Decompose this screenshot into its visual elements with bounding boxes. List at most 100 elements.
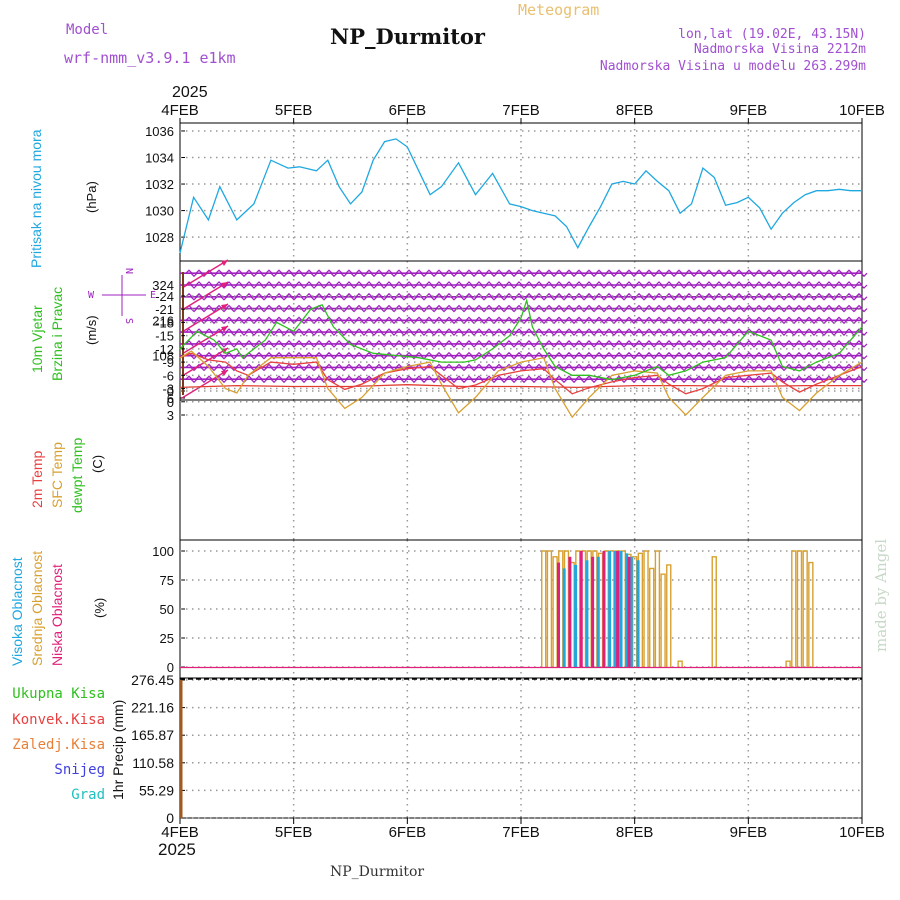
precip-panel: 276.45 221.16 165.87 110.58 55.29 0 — [131, 672, 862, 826]
cloud-unit: (%) — [92, 598, 107, 618]
legend-label: Konvek.Kisa — [12, 712, 105, 728]
temp-ylabel-1: 2m Temp — [29, 450, 45, 508]
wind-barb-head — [221, 370, 228, 376]
precip-legend: Ukupna Kisa Konvek.Kisa Zaledj.Kisa Snijeg G… — [12, 686, 105, 803]
pressure-unit: (hPa) — [84, 181, 99, 213]
compass-w: W — [88, 290, 95, 301]
model-name: wrf-nmm_v3.9.1 e1km — [64, 49, 236, 67]
pressure-panel: 1036 1034 1032 1030 1028 — [145, 124, 862, 254]
cloud-bar — [568, 556, 572, 667]
cloud-bar — [625, 553, 629, 667]
panel-frame — [179, 677, 863, 819]
ytick-label: -18 — [155, 315, 174, 330]
top-tick-label: 10FEB — [839, 102, 885, 119]
precip-ylabel: 1hr Precip (mm) — [110, 700, 126, 800]
wind-barb — [181, 259, 229, 289]
cloud-bar — [627, 556, 631, 667]
cloud-bar — [546, 550, 553, 667]
cloud-bar — [579, 551, 583, 667]
cloud-bar — [585, 560, 589, 667]
model-altitude-label: Nadmorska Visina u modelu 263.299m — [600, 59, 866, 74]
wind-barb-head — [221, 282, 228, 288]
top-time-axis: 4FEB 5FEB 6FEB 7FEB 8FEB 9FEB 10FEB — [161, 102, 885, 123]
temperature-panel: 30-3-6-9-12-15-18-21-24 — [155, 289, 863, 423]
cloud-bar — [802, 550, 808, 667]
ytick-label: 165.87 — [131, 727, 174, 743]
wind-ylabel-2: Brzina i Pravac — [49, 287, 65, 381]
wind-barb — [181, 369, 229, 399]
cloud-bar — [562, 568, 566, 667]
ytick-label: 324 — [152, 278, 174, 293]
compass-e: E — [150, 290, 156, 301]
precip-bar — [180, 680, 183, 818]
ytick-label: 0 — [167, 660, 174, 675]
cloud-bar — [666, 564, 672, 667]
temp-line — [179, 352, 863, 395]
cloud-bar — [808, 561, 814, 667]
ytick-label: 110.58 — [132, 755, 174, 771]
ytick-label: 0 — [167, 384, 174, 399]
meteogram-label: Meteogram — [518, 1, 599, 19]
legend-label: Zaledj.Kisa — [12, 737, 105, 753]
panel-frame — [179, 122, 863, 262]
ytick-label: 221.16 — [131, 700, 174, 716]
cloud-bar — [557, 562, 561, 667]
panel-frame — [179, 399, 863, 541]
ytick-label: 75 — [160, 573, 174, 588]
temp-line — [179, 350, 863, 419]
ytick-label: 55.29 — [139, 782, 174, 798]
cloud-bar — [643, 550, 649, 667]
altitude-label: Nadmorska Visina 2212m — [694, 42, 866, 57]
bottom-tick-label: 5FEB — [275, 824, 313, 841]
legend-label: Snijeg — [54, 762, 105, 778]
wind-barb-head — [221, 260, 228, 266]
wind-barb-head — [221, 326, 228, 332]
bottom-tick-label: 10FEB — [839, 824, 885, 841]
compass-s: S — [123, 318, 134, 324]
cloud-bar — [660, 573, 666, 667]
legend-label: Grad — [71, 787, 105, 803]
top-tick-label: 6FEB — [389, 102, 427, 119]
cloud-panel: 100 75 50 25 0 — [152, 544, 862, 675]
ytick-label: -21 — [155, 302, 174, 317]
cloud-bar — [602, 551, 606, 667]
cloud-bar — [785, 660, 791, 667]
top-tick-label: 5FEB — [275, 102, 313, 119]
panels — [179, 122, 863, 819]
wind-speed-line — [179, 384, 862, 389]
wind-ylabel-1: 10m Vjetar — [29, 305, 45, 373]
ytick-label: -12 — [155, 342, 174, 357]
cloud-bar — [711, 556, 717, 667]
ytick-label: -6 — [162, 368, 174, 383]
ytick-label: 108 — [152, 349, 174, 364]
ytick-label: 50 — [160, 602, 174, 617]
cloud-bar — [613, 551, 617, 667]
cloud-bar — [631, 556, 638, 667]
wind-barb — [181, 325, 229, 355]
cloud-bar — [574, 564, 578, 667]
ytick-label: 6 — [167, 391, 174, 406]
ytick-label: -24 — [155, 289, 174, 304]
cloud-bar — [796, 550, 803, 667]
year-bottom: 2025 — [158, 840, 196, 859]
top-tick-label: 7FEB — [502, 102, 540, 119]
ytick-label: 100 — [152, 544, 174, 559]
chart-title: NP_Durmitor — [330, 24, 486, 49]
bottom-tick-label: 8FEB — [616, 824, 654, 841]
legend-label: Ukupna Kisa — [12, 686, 105, 702]
cloud-bar — [541, 550, 547, 667]
bottom-tick-label: 7FEB — [502, 824, 540, 841]
cloud-bar — [636, 560, 640, 667]
cloud-bar — [629, 556, 633, 667]
cloud-bar — [552, 556, 558, 667]
wind-panel: 324 216 108 06 W E N S — [88, 259, 868, 406]
wind-unit: (m/s) — [84, 315, 99, 345]
compass-n: N — [123, 268, 134, 274]
wind-barb-head — [221, 304, 228, 310]
temp-unit: (C) — [90, 455, 105, 473]
cloud-bar — [649, 567, 655, 667]
top-tick-label: 9FEB — [730, 102, 768, 119]
temp-line — [179, 297, 863, 381]
bottom-tick-label: 4FEB — [161, 824, 199, 841]
wind-barb — [181, 303, 229, 333]
